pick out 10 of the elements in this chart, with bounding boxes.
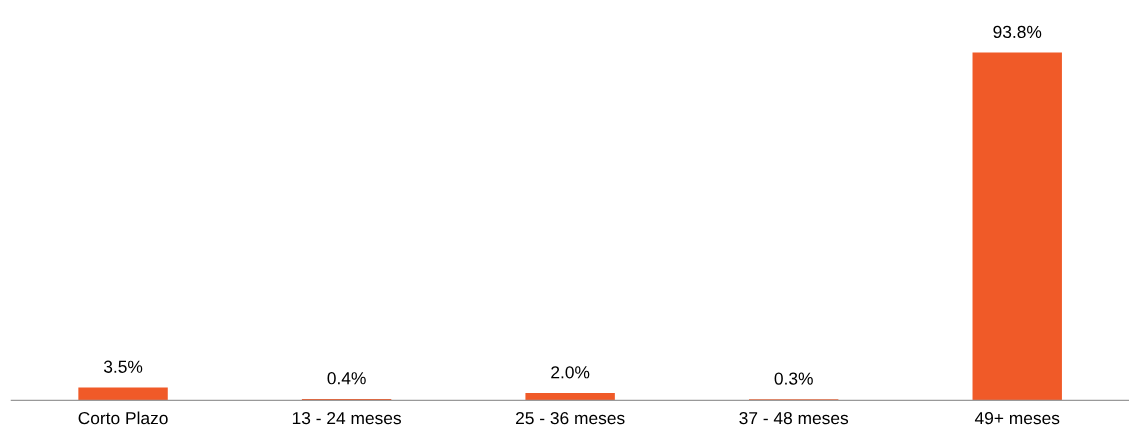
x-tick-label: Corto Plazo: [78, 411, 168, 425]
data-label: 2.0%: [551, 366, 590, 379]
data-label: 3.5%: [103, 360, 143, 373]
x-tick-label: 25 - 36 meses: [516, 411, 625, 425]
x-tick-label: 13 - 24 meses: [292, 411, 401, 425]
data-label: 93.8%: [993, 25, 1042, 39]
x-tick-label: 49+ meses: [974, 411, 1060, 425]
data-label: 0.3%: [774, 372, 813, 385]
data-label: 0.4%: [327, 372, 366, 385]
x-tick-label: 37 - 48 meses: [739, 411, 849, 425]
